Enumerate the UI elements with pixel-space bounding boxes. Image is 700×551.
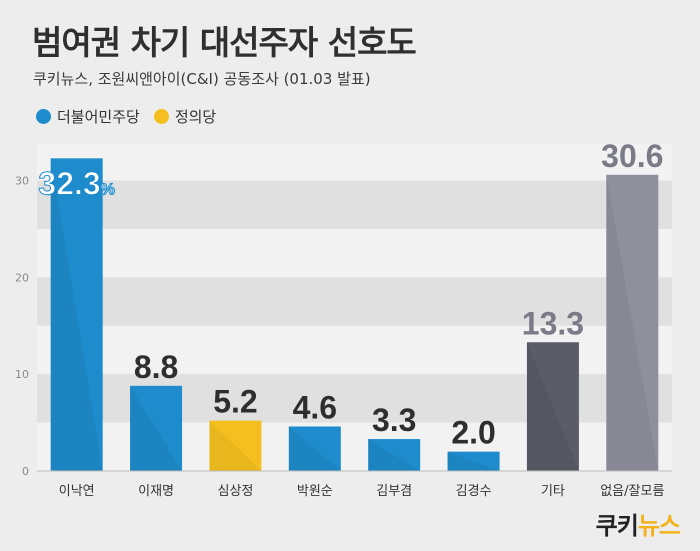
bar-shade bbox=[209, 420, 262, 471]
bar bbox=[368, 439, 421, 471]
legend-item-democratic: 더불어민주당 bbox=[36, 106, 140, 127]
bar bbox=[526, 342, 579, 471]
category-label: 이재명 bbox=[138, 484, 174, 499]
category-label: 기타 bbox=[541, 484, 565, 499]
bar-shade bbox=[288, 426, 341, 471]
bar-shade bbox=[526, 342, 579, 471]
category-label: 심상정 bbox=[217, 484, 253, 499]
y-tick-label: 30 bbox=[15, 175, 29, 188]
bar bbox=[606, 174, 659, 471]
legend-item-justice: 정의당 bbox=[153, 106, 217, 127]
y-tick-label: 20 bbox=[15, 271, 29, 284]
legend-label: 더불어민주당 bbox=[57, 108, 140, 126]
bar bbox=[50, 158, 103, 471]
value-label: 4.6 bbox=[293, 389, 337, 425]
bar-shade bbox=[606, 174, 659, 471]
value-label: 3.3 bbox=[372, 402, 416, 438]
logo: 쿠키뉴스 bbox=[595, 506, 681, 541]
legend-label: 정의당 bbox=[174, 108, 217, 126]
bar bbox=[130, 385, 183, 471]
legend-swatch-blue bbox=[36, 109, 51, 124]
category-label: 박원순 bbox=[297, 484, 333, 499]
legend-swatch-yellow bbox=[153, 109, 169, 124]
chart-subtitle: 쿠키뉴스, 조원씨앤아이(C&I) 공동조사 (01.03 발표) bbox=[33, 70, 371, 88]
value-label: 2.0 bbox=[451, 415, 495, 451]
logo-text-part2: 뉴스 bbox=[637, 512, 681, 540]
bar bbox=[288, 426, 341, 471]
category-label: 이낙연 bbox=[59, 484, 95, 499]
y-tick-label: 0 bbox=[22, 465, 29, 478]
grid-band bbox=[37, 277, 672, 326]
category-label: 김부겸 bbox=[376, 484, 412, 499]
grid-band bbox=[37, 180, 672, 229]
grid-band bbox=[37, 229, 672, 278]
logo-text-part1: 쿠키 bbox=[595, 512, 639, 540]
value-label-percent: % bbox=[101, 181, 115, 198]
bar-shade bbox=[368, 439, 421, 471]
bar-shade bbox=[130, 385, 183, 471]
legend: 더불어민주당 정의당 bbox=[36, 106, 230, 127]
value-label: 5.2 bbox=[213, 384, 257, 420]
value-label: 8.8 bbox=[134, 349, 178, 385]
category-label: 김경수 bbox=[456, 484, 492, 499]
value-label: 30.6 bbox=[601, 140, 663, 174]
category-label: 없음/잘모름 bbox=[600, 484, 664, 499]
chart-title: 범여권 차기 대선주자 선호도 bbox=[32, 23, 417, 62]
y-tick-label: 10 bbox=[15, 368, 29, 381]
value-label: 13.3 bbox=[522, 305, 584, 341]
grid-band bbox=[37, 144, 672, 181]
bar-shade bbox=[447, 451, 500, 471]
bar bbox=[447, 451, 500, 471]
bar bbox=[209, 420, 262, 471]
